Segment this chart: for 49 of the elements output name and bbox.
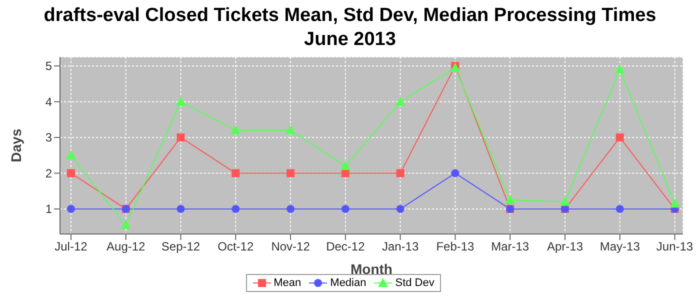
point [614, 64, 625, 74]
x-tick-label: Feb-13 [436, 240, 475, 254]
x-tick-label: Aug-12 [106, 240, 146, 254]
legend-label: Std Dev [394, 277, 434, 289]
y-tick-label: 4 [45, 94, 52, 109]
legend-label: Mean [272, 277, 302, 289]
point [176, 96, 186, 106]
point [286, 204, 295, 213]
point [286, 169, 295, 178]
point [616, 204, 624, 213]
legend-label: Median [329, 277, 366, 289]
point [451, 169, 460, 178]
x-tick-label: Sep-12 [161, 240, 200, 254]
point [396, 204, 404, 213]
point [66, 204, 75, 213]
y-tick-label: 2 [45, 166, 52, 180]
point [120, 220, 131, 230]
x-tick-label: Oct-12 [218, 240, 254, 254]
point [176, 133, 185, 142]
point [340, 161, 350, 170]
point [66, 150, 76, 160]
x-axis-title: Month [350, 261, 392, 277]
x-tick-label: May-13 [600, 240, 640, 254]
point [176, 204, 185, 213]
point [395, 96, 406, 106]
x-tick-label: Jun-13 [656, 240, 694, 254]
y-tick-label: 3 [45, 130, 52, 145]
point [230, 125, 241, 134]
x-tick-label: Jan-13 [382, 240, 419, 254]
y-tick-label: 1 [45, 202, 52, 216]
point [560, 196, 570, 206]
y-axis-title: Days [8, 128, 24, 162]
point [341, 204, 350, 213]
point [670, 198, 680, 208]
x-tick-label: Dec-12 [326, 240, 366, 254]
point [286, 125, 296, 134]
x-tick-label: Apr-13 [546, 240, 584, 254]
point [232, 204, 240, 213]
chart-title: drafts-eval Closed Tickets Mean, Std Dev, Median Processing Times [42, 4, 658, 28]
point [66, 169, 75, 178]
point [232, 169, 240, 178]
chart-subtitle: June 2013 [303, 28, 397, 52]
x-tick-label: Nov-12 [271, 240, 310, 254]
point [505, 195, 516, 204]
y-tick-label: 5 [45, 59, 52, 74]
point [616, 133, 624, 142]
x-tick-label: Mar-13 [491, 240, 530, 254]
point [396, 169, 404, 178]
x-tick-label: Jul-12 [54, 240, 88, 254]
